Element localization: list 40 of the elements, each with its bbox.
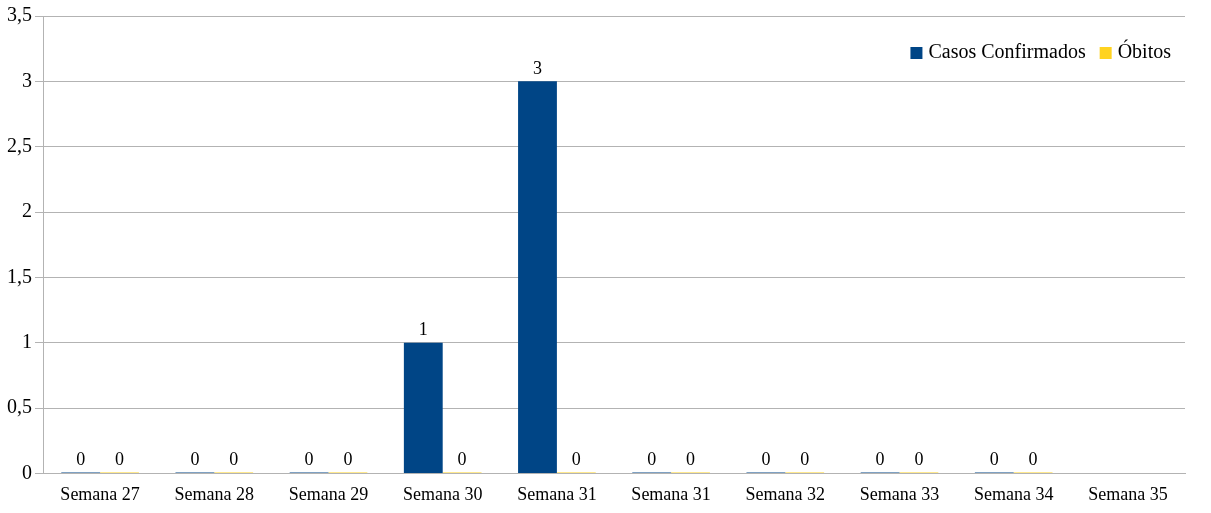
- data-label: 0: [115, 449, 125, 470]
- x-tick-label: Semana 27: [60, 483, 140, 504]
- data-label: 0: [304, 449, 314, 470]
- y-tick-label: 2,5: [7, 133, 32, 156]
- data-label: 0: [989, 449, 999, 470]
- y-tick-label: 0,5: [7, 395, 32, 418]
- y-tick-label: 0: [22, 460, 32, 483]
- data-label: 0: [343, 449, 353, 470]
- data-label: 0: [1028, 449, 1038, 470]
- x-tick-label: Semana 33: [859, 483, 940, 504]
- legend-label: Casos Confirmados: [928, 40, 1086, 63]
- y-tick-label: 3,5: [7, 3, 32, 26]
- x-tick-label: Semana 29: [288, 483, 369, 504]
- data-label: 0: [914, 449, 924, 470]
- y-tick-label: 1,5: [7, 264, 32, 287]
- data-label: 0: [875, 449, 885, 470]
- y-tick-label: 1: [22, 329, 32, 352]
- data-label: 0: [800, 449, 810, 470]
- data-label: 0: [571, 449, 581, 470]
- x-tick-label: Semana 31: [631, 483, 711, 504]
- data-label: 3: [532, 58, 542, 79]
- data-label: 1: [418, 319, 428, 340]
- data-label: 0: [457, 449, 467, 470]
- data-label: 0: [190, 449, 200, 470]
- data-label: 0: [76, 449, 86, 470]
- x-tick-label: Semana 28: [174, 483, 255, 504]
- legend-label: Óbitos: [1117, 39, 1172, 63]
- data-label: 0: [686, 449, 696, 470]
- y-tick-label: 3: [22, 68, 32, 91]
- data-label: 0: [761, 449, 771, 470]
- bar: [518, 81, 557, 473]
- x-tick-label: Semana 30: [402, 483, 483, 504]
- data-label: 0: [647, 449, 657, 470]
- bar: [403, 342, 443, 473]
- x-tick-label: Semana 31: [517, 483, 597, 504]
- x-tick-label: Semana 35: [1088, 483, 1168, 504]
- x-tick-label: Semana 32: [745, 483, 826, 504]
- data-label: 0: [229, 449, 239, 470]
- x-tick-label: Semana 34: [973, 483, 1054, 504]
- y-tick-label: 2: [22, 199, 32, 222]
